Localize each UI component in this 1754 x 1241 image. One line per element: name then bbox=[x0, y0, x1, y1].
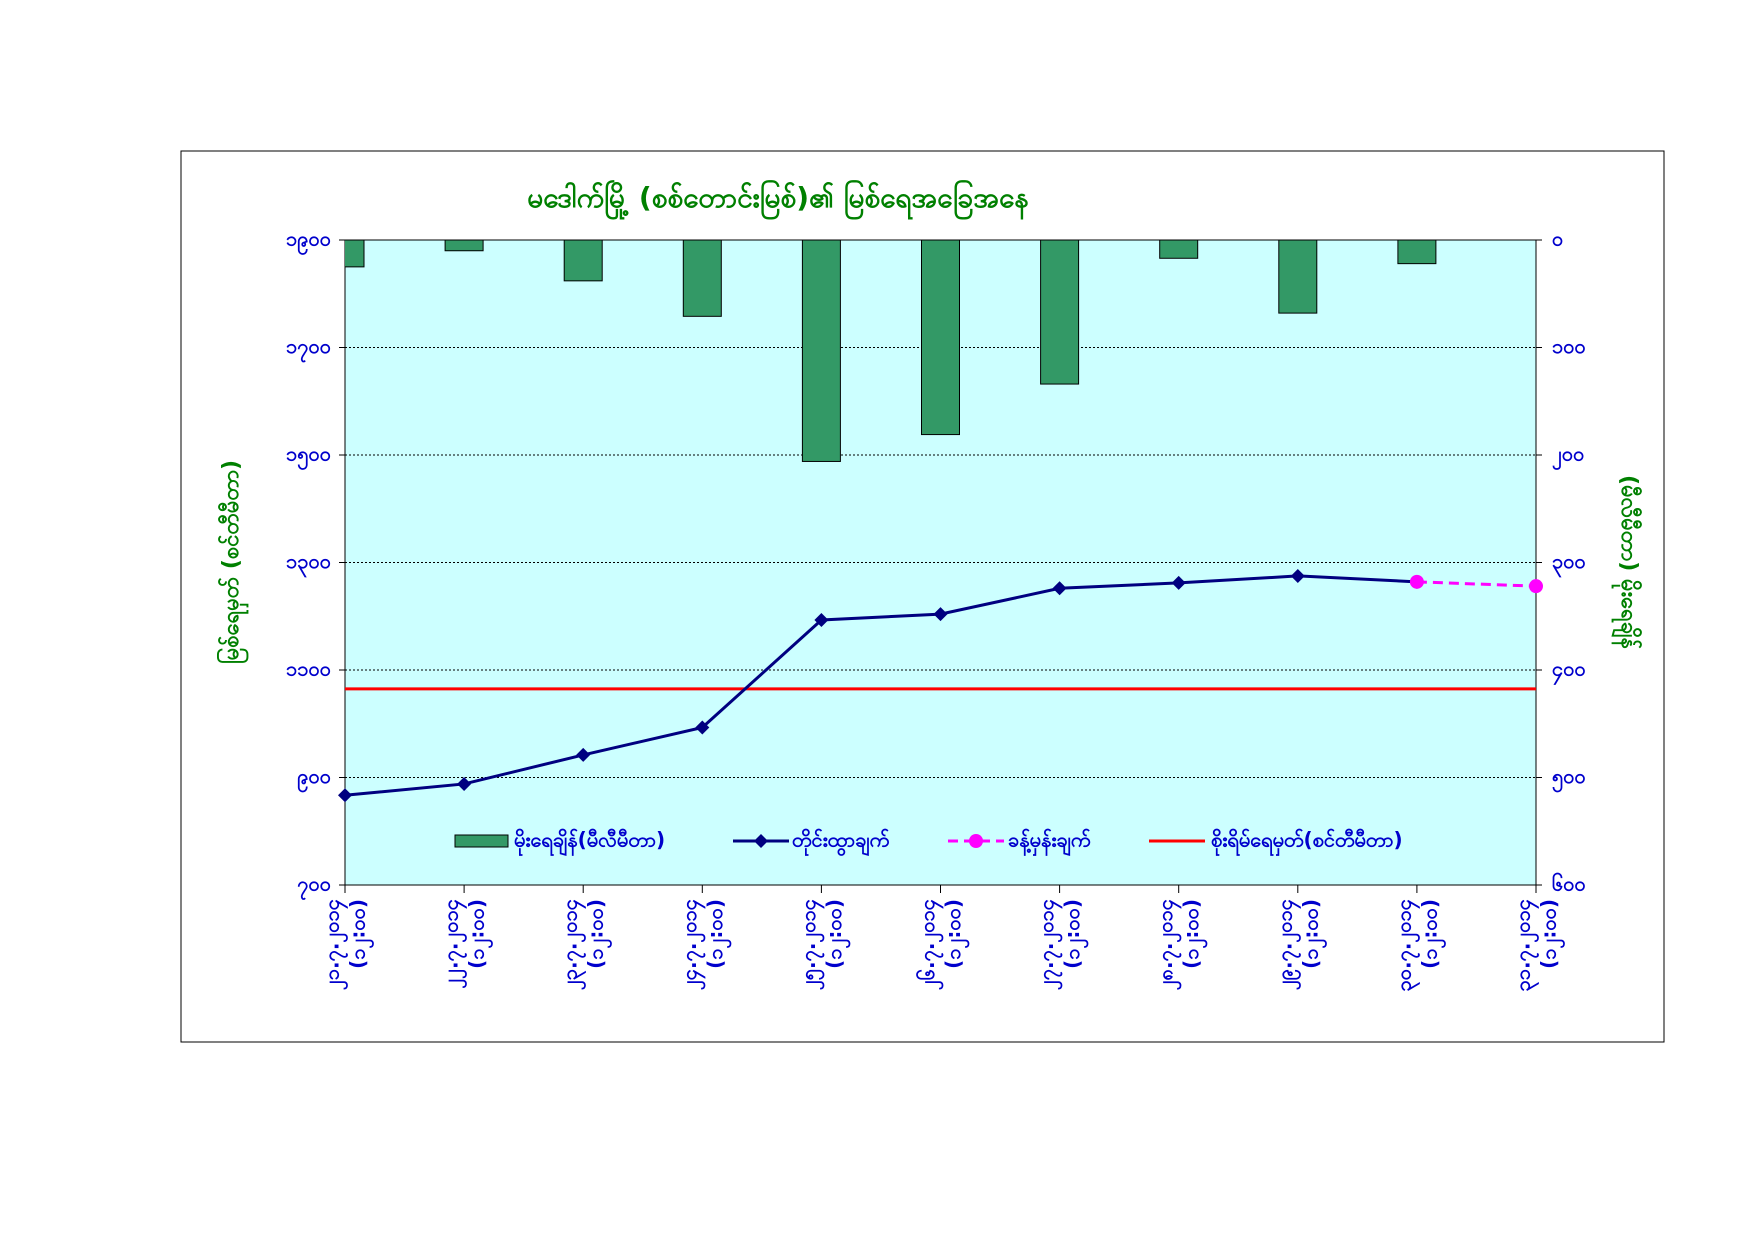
bar bbox=[563, 240, 603, 282]
point bbox=[1052, 581, 1067, 596]
point bbox=[1409, 574, 1424, 589]
bar bbox=[921, 240, 960, 436]
y-axis-title: မြစ်ရေမှတ် (စင်တီမီတာ) bbox=[216, 460, 249, 664]
point bbox=[338, 788, 352, 803]
bar bbox=[444, 240, 484, 252]
point bbox=[933, 607, 948, 622]
bar bbox=[1278, 240, 1318, 314]
point bbox=[1171, 575, 1186, 590]
legend-marker bbox=[969, 834, 983, 848]
line bbox=[1416, 580, 1537, 588]
bar bbox=[1397, 240, 1437, 265]
bar bbox=[1040, 240, 1080, 385]
point bbox=[695, 720, 710, 735]
plot-content bbox=[345, 240, 1437, 462]
bar bbox=[801, 240, 841, 462]
line bbox=[344, 574, 1417, 797]
y2-axis-title: (မီလီမီတာ) မိုးရေချိန် bbox=[1611, 475, 1643, 649]
y2-tick-label: ၀ bbox=[1552, 227, 1563, 251]
bar bbox=[345, 240, 365, 268]
point bbox=[1529, 579, 1543, 594]
point bbox=[814, 613, 829, 628]
y2-tick-label: ၁၀၀ bbox=[1552, 334, 1586, 358]
point bbox=[1290, 568, 1305, 583]
point bbox=[576, 747, 591, 762]
bar bbox=[1159, 240, 1199, 259]
y2-tick-label: ၆၀၀ bbox=[1552, 872, 1586, 896]
bar bbox=[682, 240, 722, 317]
point bbox=[457, 776, 472, 791]
legend-marker bbox=[754, 834, 768, 848]
legend-swatch bbox=[454, 834, 509, 848]
y-tick-label: ၁၁၀၀ bbox=[286, 657, 331, 681]
